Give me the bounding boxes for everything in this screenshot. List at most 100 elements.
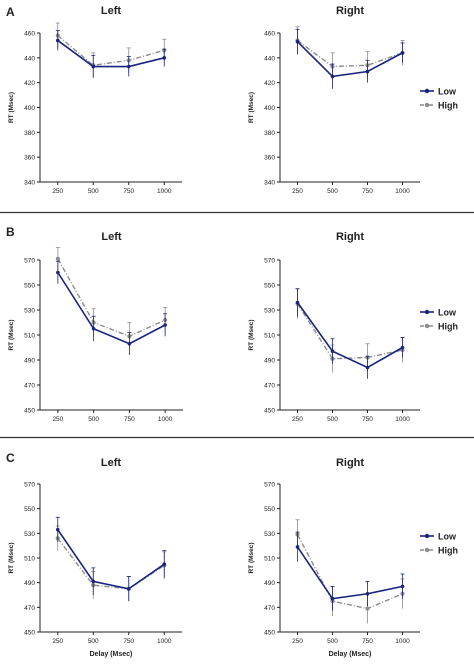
x-tick-label: 750 (123, 638, 134, 645)
series-line (57, 537, 165, 590)
legend-label: High (438, 322, 458, 332)
data-point (126, 64, 131, 69)
legend-label: High (438, 101, 458, 111)
x-tick-label: 500 (327, 416, 338, 423)
y-tick-label: 550 (264, 283, 275, 290)
data-point (91, 579, 96, 584)
data-point (365, 591, 370, 596)
panel-label: A (6, 5, 15, 19)
y-axis-label: RT (Msec) (8, 319, 15, 350)
legend-swatch-marker (424, 88, 430, 94)
y-tick-label: 470 (264, 383, 275, 390)
chart-a-right: Right 340 360 380 400 420 440 460 250 500 750 1000 R… (248, 5, 458, 195)
y-tick-label: 440 (24, 55, 35, 62)
data-point (330, 74, 335, 79)
y-tick-label: 530 (24, 531, 35, 538)
data-point (162, 56, 167, 60)
series-low (295, 28, 405, 89)
chart-a-left: Left 340 360 380 400 420 440 460 250 500 750 1000 RT… (8, 5, 182, 195)
series-line (296, 303, 403, 360)
x-tick-label: 750 (362, 416, 373, 423)
data-point (365, 606, 370, 611)
x-tick-label: 250 (52, 638, 63, 645)
series-line (296, 302, 403, 369)
legend-swatch-marker (424, 309, 430, 315)
series-low (295, 531, 405, 612)
chart-title: Left (101, 5, 122, 17)
y-tick-label: 550 (24, 506, 35, 513)
y-tick-label: 470 (264, 605, 275, 612)
series-line (296, 546, 403, 600)
data-point (55, 527, 60, 532)
y-tick-label: 450 (24, 630, 35, 637)
x-tick-label: 500 (88, 188, 99, 195)
chart-c-right: Right 450 470 490 510 530 550 570 250 500 750 1000 R… (248, 457, 458, 658)
y-tick-label: 360 (264, 155, 275, 162)
legend-swatch-marker (424, 323, 430, 329)
y-tick-label: 340 (264, 180, 275, 187)
chart-b-left: Left 450 470 490 510 530 550 570 250 500 750 1000 RT… (8, 231, 183, 423)
y-tick-label: 550 (24, 283, 35, 290)
x-tick-label: 250 (292, 638, 303, 645)
legend: Low High (420, 532, 458, 556)
x-axis-label: Delay (Msec) (90, 651, 133, 658)
x-tick-label: 750 (362, 188, 373, 195)
data-point (55, 38, 60, 43)
y-tick-label: 470 (24, 605, 35, 612)
data-point (330, 596, 335, 601)
data-point (127, 341, 132, 346)
y-tick-label: 380 (264, 130, 275, 137)
x-tick-label: 1000 (395, 416, 410, 423)
series-high (55, 247, 168, 350)
legend-swatch-marker (424, 533, 430, 539)
x-tick-label: 500 (327, 638, 338, 645)
y-axis-label: RT (Msec) (248, 542, 255, 573)
legend: Low High (420, 308, 458, 332)
series-line (296, 41, 403, 78)
x-tick-label: 250 (292, 188, 303, 195)
y-tick-label: 400 (264, 105, 275, 112)
data-point (295, 545, 300, 549)
y-tick-label: 530 (24, 308, 35, 315)
series-high (295, 519, 405, 624)
x-tick-label: 250 (52, 188, 63, 195)
series-line (57, 34, 165, 67)
chart-title: Left (101, 457, 122, 469)
y-tick-label: 490 (264, 580, 275, 587)
x-tick-label: 750 (362, 638, 373, 645)
data-point (163, 323, 167, 327)
y-tick-label: 510 (24, 333, 35, 340)
x-tick-label: 250 (292, 416, 303, 423)
y-tick-label: 380 (24, 130, 35, 137)
data-point (330, 349, 335, 354)
data-point (295, 300, 300, 305)
x-tick-label: 1000 (158, 416, 173, 423)
x-tick-label: 1000 (157, 188, 172, 195)
x-axis-label: Delay (Msec) (329, 651, 372, 658)
series-line (296, 534, 403, 610)
chart-c-left: Left 450 470 490 510 530 550 570 250 500 750 1000 RT… (8, 457, 182, 658)
x-tick-label: 750 (124, 416, 135, 423)
data-point (126, 587, 131, 591)
series-high (295, 26, 405, 81)
legend-label: High (438, 546, 458, 556)
y-tick-label: 360 (24, 155, 35, 162)
legend: Low High (420, 87, 458, 111)
y-tick-label: 340 (24, 180, 35, 187)
data-point (91, 64, 96, 69)
data-point (400, 584, 405, 589)
y-tick-label: 470 (24, 383, 35, 390)
x-tick-label: 1000 (157, 638, 172, 645)
y-tick-label: 510 (24, 556, 35, 563)
y-axis-label: RT (Msec) (8, 92, 15, 123)
series-low (55, 516, 167, 602)
series-line (57, 272, 166, 345)
chart-title: Right (336, 457, 364, 469)
data-point (365, 69, 370, 74)
y-tick-label: 510 (264, 333, 275, 340)
y-tick-label: 530 (264, 531, 275, 538)
series-low (55, 260, 168, 355)
y-tick-label: 450 (24, 408, 35, 415)
y-tick-label: 550 (264, 506, 275, 513)
x-tick-label: 500 (327, 188, 338, 195)
